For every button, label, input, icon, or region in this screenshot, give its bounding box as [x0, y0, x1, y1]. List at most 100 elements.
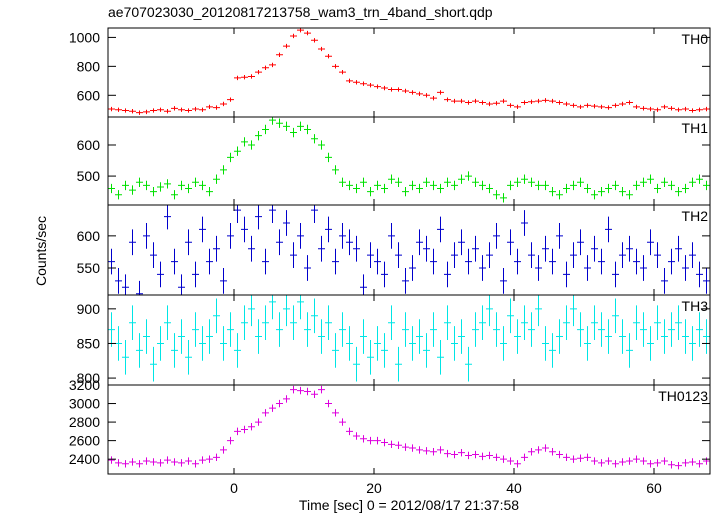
data-point [647, 460, 654, 468]
data-point [591, 235, 598, 262]
data-point [479, 180, 486, 191]
data-point [451, 180, 458, 191]
data-point [633, 248, 640, 275]
data-point [584, 183, 591, 194]
data-point [647, 106, 654, 112]
data-point [164, 179, 171, 189]
data-point [136, 460, 143, 468]
data-point [577, 312, 584, 347]
data-point [339, 177, 346, 187]
data-point [360, 177, 367, 187]
data-point [542, 235, 549, 262]
data-point [318, 235, 325, 262]
y-tick-label: 3000 [69, 396, 100, 412]
data-point [556, 190, 563, 200]
data-point [255, 319, 262, 354]
data-point [570, 295, 577, 327]
data-point [668, 461, 675, 469]
data-point [199, 180, 206, 191]
data-point [129, 109, 136, 114]
data-point [416, 446, 423, 454]
data-point [213, 453, 220, 462]
data-point [304, 124, 311, 135]
data-point [353, 235, 360, 262]
data-point [269, 295, 276, 320]
data-point [402, 312, 409, 347]
data-point [661, 268, 668, 294]
data-point [311, 390, 318, 398]
data-point [185, 340, 192, 375]
data-point [563, 453, 570, 462]
data-point [675, 186, 682, 197]
data-point [241, 137, 248, 147]
panel-label: TH1 [682, 120, 709, 136]
data-point [507, 298, 514, 334]
data-point [297, 121, 304, 131]
data-point [703, 457, 710, 465]
data-point [143, 109, 150, 115]
data-point [248, 235, 255, 262]
data-point [668, 248, 675, 275]
data-point [283, 395, 290, 403]
data-point [115, 190, 122, 200]
data-point [619, 242, 626, 268]
data-point [290, 33, 297, 39]
data-point [122, 108, 129, 113]
data-point [444, 305, 451, 340]
data-point [367, 340, 374, 375]
data-point [185, 457, 192, 465]
data-point [675, 107, 682, 112]
data-point [346, 78, 353, 83]
data-point [157, 261, 164, 288]
data-point [136, 333, 143, 368]
data-point [626, 333, 633, 368]
data-point [241, 305, 248, 340]
data-point [612, 298, 619, 334]
data-point [367, 186, 374, 197]
data-point [612, 460, 619, 468]
data-point [227, 436, 234, 445]
data-point [122, 460, 129, 468]
data-point [682, 459, 689, 467]
data-point [157, 459, 164, 467]
data-point [605, 216, 612, 243]
data-point [479, 452, 486, 461]
data-point [353, 183, 360, 194]
data-point [654, 183, 661, 194]
data-point [164, 456, 171, 464]
data-point [493, 453, 500, 462]
data-point [402, 186, 409, 197]
data-point [584, 453, 591, 462]
data-point [171, 458, 178, 466]
data-point [346, 180, 353, 191]
data-point [430, 448, 437, 456]
data-point [465, 451, 472, 460]
data-point [332, 333, 339, 368]
data-point [185, 229, 192, 256]
data-point [255, 130, 262, 141]
data-point [500, 455, 507, 463]
data-point [171, 333, 178, 368]
data-point [514, 460, 521, 468]
data-point [563, 101, 570, 107]
data-point [654, 107, 661, 112]
x-axis-label: Time [sec] 0 = 2012/08/17 21:37:58 [299, 497, 519, 513]
data-point [486, 242, 493, 268]
data-point [675, 305, 682, 340]
data-point [388, 174, 395, 184]
data-point [234, 146, 241, 156]
data-point [171, 106, 178, 111]
data-point [661, 457, 668, 465]
data-point [612, 103, 619, 108]
data-point [570, 180, 577, 191]
data-point [150, 458, 157, 466]
data-point [381, 85, 388, 91]
data-point [696, 261, 703, 288]
data-point [584, 103, 591, 108]
data-point [493, 101, 500, 106]
data-point [416, 319, 423, 354]
data-point [297, 223, 304, 249]
data-point [703, 319, 710, 354]
data-point [528, 242, 535, 268]
data-point [689, 177, 696, 187]
